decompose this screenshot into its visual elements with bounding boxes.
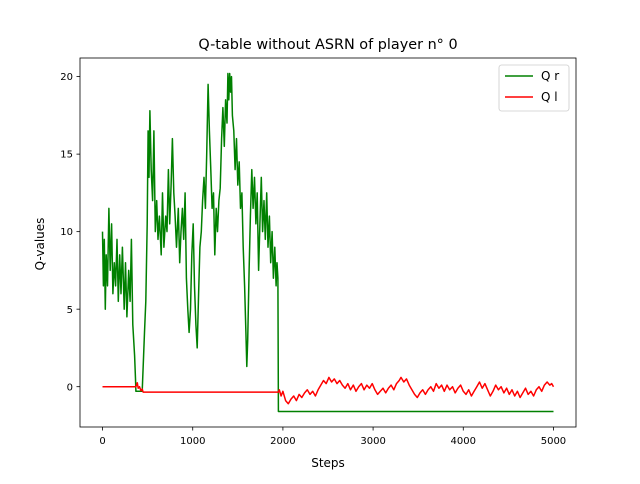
y-tick-label: 10	[60, 227, 73, 238]
x-tick-label: 3000	[360, 436, 385, 447]
x-tick-label: 4000	[451, 436, 476, 447]
x-tick-label: 2000	[270, 436, 295, 447]
axes-frame	[79, 57, 577, 428]
legend-label-q-r: Q r	[541, 69, 559, 83]
y-tick-label: 0	[67, 382, 73, 393]
x-tick-label: 5000	[541, 436, 566, 447]
plot-area: 0 1000 2000 3000 4000 5000 0 5 10 15 20	[60, 57, 577, 447]
series-line-q-l	[102, 376, 555, 405]
x-tick-label: 0	[99, 436, 105, 447]
y-tick-label: 5	[67, 305, 73, 316]
chart-title: Q-table without ASRN of player n° 0	[198, 37, 457, 53]
x-axis-label: Steps	[311, 456, 345, 470]
series-line-q-r	[101, 72, 554, 413]
y-tick-label: 20	[60, 72, 73, 83]
x-tick-label: 1000	[180, 436, 205, 447]
y-tick-label: 15	[60, 150, 73, 161]
legend: Q r Q l	[498, 64, 570, 112]
y-axis-label: Q-values	[33, 218, 47, 271]
legend-label-q-l: Q l	[541, 90, 558, 104]
